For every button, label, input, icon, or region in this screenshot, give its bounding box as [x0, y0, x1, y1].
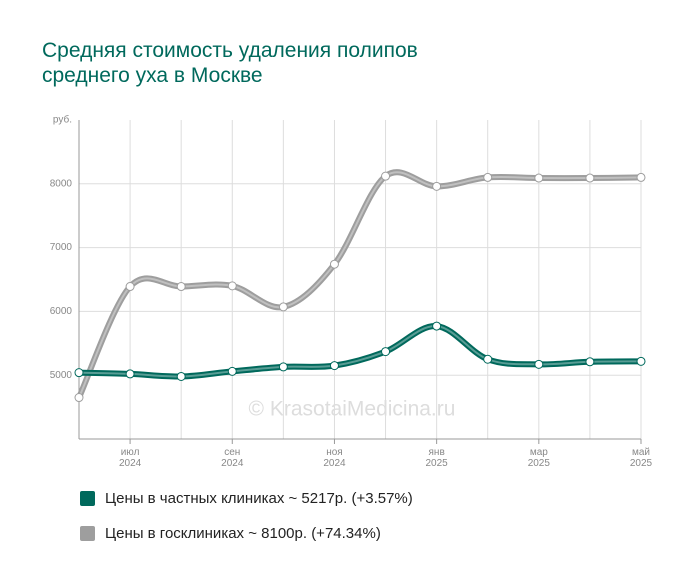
x-tick-label: ноя 2024	[323, 447, 346, 469]
data-point	[278, 302, 288, 312]
data-point	[227, 281, 237, 291]
data-point	[125, 369, 135, 379]
y-tick-label: 7000	[50, 242, 73, 253]
data-point	[483, 172, 493, 182]
legend-swatch	[80, 526, 95, 541]
data-point	[483, 354, 493, 364]
data-point	[329, 259, 339, 269]
data-point	[381, 171, 391, 181]
data-point	[585, 357, 595, 367]
data-point	[74, 368, 84, 378]
data-point	[329, 361, 339, 371]
watermark: © KrasotaiMedicina.ru	[249, 398, 456, 421]
x-tick-label: янв 2025	[425, 447, 448, 469]
data-point	[636, 172, 646, 182]
grid	[79, 120, 642, 439]
y-unit-label: руб.	[53, 114, 72, 126]
data-point	[534, 173, 544, 183]
data-point	[381, 347, 391, 357]
data-point	[125, 282, 135, 292]
data-point	[534, 359, 544, 369]
y-tick-label: 8000	[50, 178, 73, 189]
series-line-highlight	[78, 325, 642, 378]
data-point	[176, 282, 186, 292]
data-point	[176, 371, 186, 381]
x-tick-label: июл 2024	[118, 447, 142, 469]
x-tick-label: сен 2024	[221, 447, 244, 469]
x-tick-label: мар 2025	[527, 447, 550, 469]
data-point	[432, 181, 442, 191]
data-point	[227, 366, 237, 376]
y-tick-label: 6000	[50, 306, 73, 317]
x-tick-label: май 2025	[629, 447, 653, 469]
data-point	[74, 393, 84, 403]
data-point	[278, 362, 288, 372]
legend-item: Цены в частных клиниках ~ 5217р. (+3.57%…	[80, 490, 413, 507]
legend-item: Цены в госклиниках ~ 8100р. (+74.34%)	[80, 525, 381, 542]
data-point	[432, 321, 442, 331]
legend-label: Цены в госклиниках ~ 8100р. (+74.34%)	[105, 525, 381, 542]
data-point	[636, 356, 646, 366]
y-tick-label: 5000	[50, 370, 73, 381]
legend-swatch	[80, 491, 95, 506]
chart-title: Средняя стоимость удаления полипов средн…	[42, 39, 418, 87]
legend-label: Цены в частных клиниках ~ 5217р. (+3.57%…	[105, 490, 413, 507]
data-point	[585, 173, 595, 183]
series-line	[78, 323, 642, 380]
